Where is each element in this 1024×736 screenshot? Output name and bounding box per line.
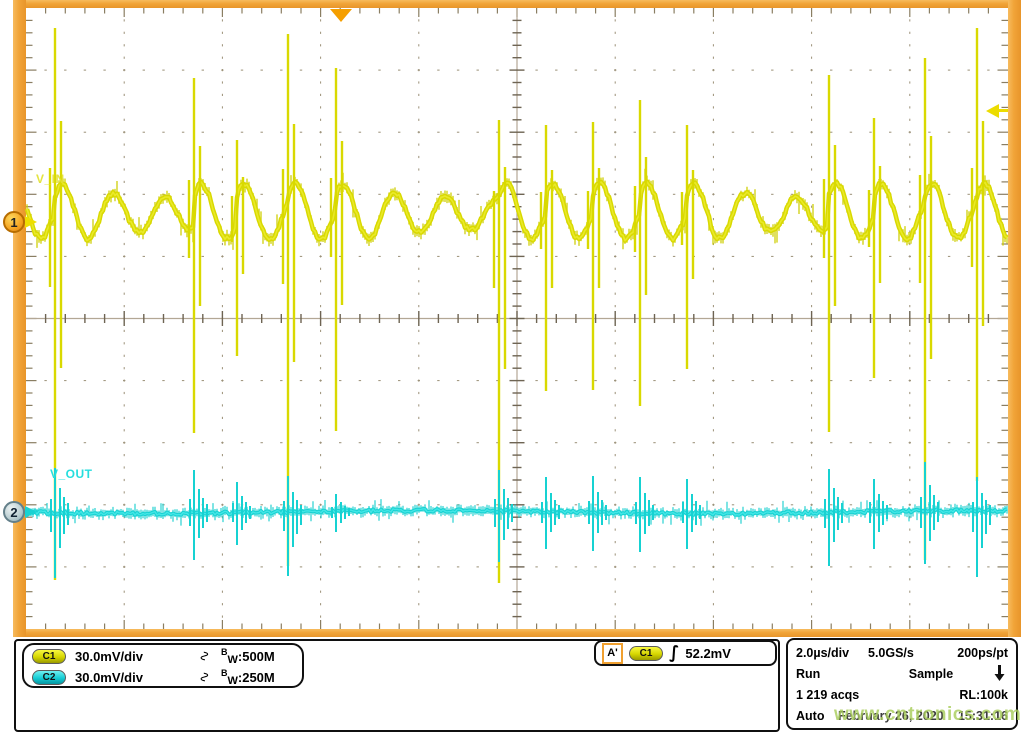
channel-settings-panel[interactable]: C1 30.0mV/div ∿ BW:500M C2 30.0mV/div ∿ … <box>22 643 304 688</box>
channel1-position-marker[interactable]: 1 <box>3 211 25 233</box>
trigger-source-badge[interactable]: A' <box>602 642 623 664</box>
date-label: February 26, 2020 <box>838 708 944 723</box>
sample-resolution: 200ps/pt <box>957 646 1008 661</box>
ac-coupling-icon: ∿ <box>195 650 212 662</box>
trigger-level-arrow-icon[interactable] <box>986 104 999 118</box>
acquisition-mode: Sample <box>908 667 954 682</box>
channel1-position-arrow-icon <box>25 216 37 228</box>
channel2-settings-row[interactable]: C2 30.0mV/div ∿ BW:250M <box>24 667 302 687</box>
watermark-text: www.cntronics.com <box>834 704 1022 725</box>
channel1-bandwidth: BW:500M <box>221 646 275 666</box>
channel2-scale: 30.0mV/div <box>75 669 143 685</box>
channel1-scale: 30.0mV/div <box>75 648 143 664</box>
graticule-frame-left <box>13 0 26 637</box>
channel1-settings-row[interactable]: C1 30.0mV/div ∿ BW:500M <box>24 646 302 666</box>
ch2-waveform-label: V_OUT <box>50 467 93 481</box>
trigger-level-arrow-tail <box>999 109 1008 112</box>
time-label: 15:31:16 <box>957 708 1008 723</box>
trigger-position-marker-icon[interactable] <box>330 9 352 22</box>
graticule-grid <box>26 8 1008 629</box>
trigger-level-value: 52.2mV <box>685 645 731 661</box>
run-state: Run <box>796 667 821 682</box>
sample-rate: 5.0GS/s <box>868 646 914 661</box>
ac-coupling-icon: ∿ <box>195 671 212 683</box>
trigger-channel-badge[interactable]: C1 <box>629 645 663 661</box>
acquisition-panel[interactable]: 2.0µs/div 5.0GS/s 200ps/pt Run Sample 1 … <box>786 638 1018 730</box>
ch1-waveform-label: V_IN <box>36 172 65 186</box>
channel2-position-marker[interactable]: 2 <box>3 501 25 523</box>
trigger-readout-panel[interactable]: A' C1 ∫ 52.2mV <box>594 640 777 666</box>
channel2-position-arrow-icon <box>25 506 37 518</box>
graticule-frame-bottom <box>13 629 1021 637</box>
rising-edge-icon: ∫ <box>669 642 680 663</box>
waveform-record-icon <box>994 664 1008 684</box>
trigger-mode: Auto <box>796 708 825 723</box>
channel1-badge[interactable]: C1 <box>32 648 66 664</box>
timebase-scale: 2.0µs/div <box>796 646 850 661</box>
graticule-frame-top <box>13 0 1021 8</box>
graticule-frame-right <box>1008 0 1021 637</box>
channel2-bandwidth: BW:250M <box>221 667 275 687</box>
acquisition-count: 1 219 acqs <box>796 687 860 702</box>
channel2-badge[interactable]: C2 <box>32 669 66 685</box>
record-length: RL:100k <box>959 687 1008 702</box>
